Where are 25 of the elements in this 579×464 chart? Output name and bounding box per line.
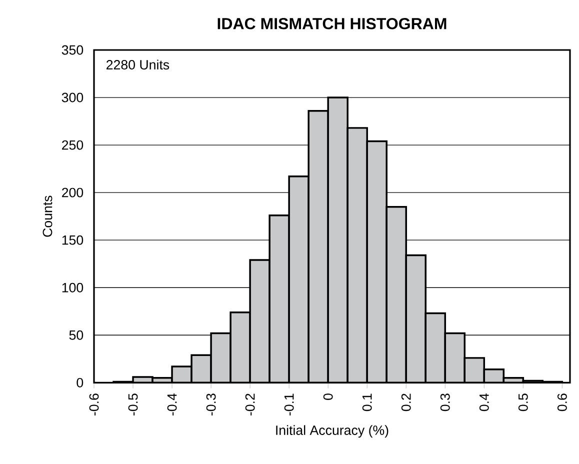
chart-title: IDAC MISMATCH HISTOGRAM xyxy=(218,18,446,30)
x-tick-label: -0.2 xyxy=(245,394,255,416)
x-tick-label: 0.3 xyxy=(440,394,450,412)
y-tick-label: 200 xyxy=(62,188,84,198)
x-tick-label: 0.4 xyxy=(479,393,489,412)
x-tick-label: 0.6 xyxy=(557,394,567,412)
x-tick-label: -0.1 xyxy=(284,394,294,416)
x-tick-label: 0.5 xyxy=(518,394,528,412)
y-tick-label: 250 xyxy=(62,140,84,150)
x-tick-label: 0.1 xyxy=(362,394,372,412)
x-tick-label: 0.2 xyxy=(401,394,411,412)
y-tick-label: 100 xyxy=(62,282,84,292)
y-tick-label: 350 xyxy=(62,45,84,55)
y-tick-label: 0 xyxy=(76,378,84,388)
x-tick-label: -0.5 xyxy=(128,394,138,416)
y-tick-label: 50 xyxy=(69,330,84,340)
x-tick-label: -0.4 xyxy=(167,393,177,416)
annotation: 2280 Units xyxy=(106,60,170,70)
x-tick-label: -0.6 xyxy=(89,394,99,416)
y-tick-label: 300 xyxy=(62,92,84,102)
x-tick-label: 0 xyxy=(323,394,333,400)
y-tick-label: 150 xyxy=(62,235,84,245)
x-axis-title: Initial Accuracy (%) xyxy=(276,425,388,438)
x-tick-label: -0.3 xyxy=(206,394,216,416)
y-axis-title: Counts xyxy=(42,196,52,237)
